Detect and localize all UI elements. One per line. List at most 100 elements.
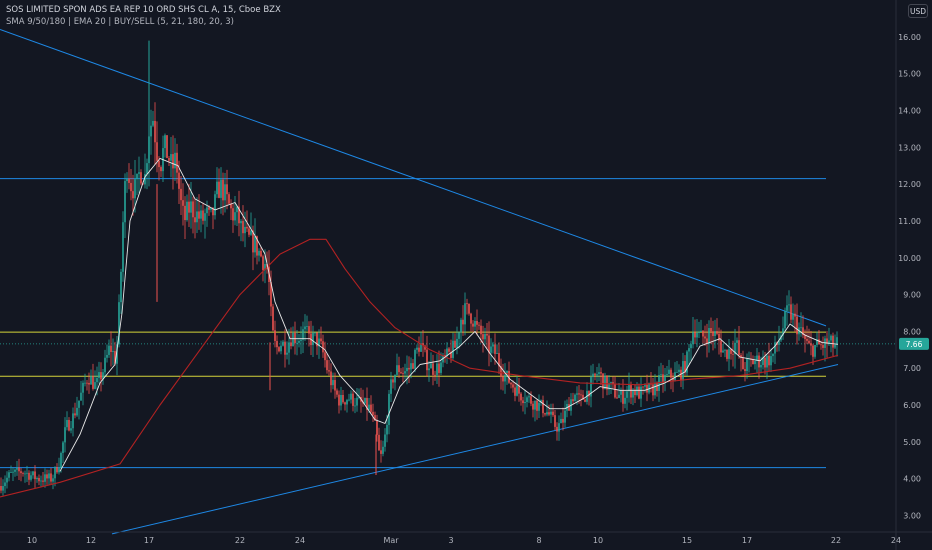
- price-tick-label: 4.00: [903, 475, 921, 484]
- candle-body: [78, 400, 80, 408]
- candle-body: [600, 372, 602, 374]
- candle-body: [712, 331, 714, 337]
- time-axis[interactable]: 10 12 17 22 24 Mar 3 8 10 15 17 22 24: [0, 531, 932, 545]
- candle-body: [272, 306, 274, 331]
- candle-body: [128, 178, 130, 183]
- candle-body: [14, 469, 16, 472]
- candle-body: [458, 332, 460, 339]
- candle-body: [816, 339, 818, 345]
- candle-body: [652, 384, 654, 396]
- candle-body: [462, 319, 464, 325]
- candle-body: [466, 303, 468, 305]
- candle-body: [168, 158, 170, 161]
- candle-body: [756, 355, 758, 361]
- candle-body: [544, 413, 546, 415]
- candle-body: [10, 472, 12, 473]
- candles-layer: [0, 40, 838, 496]
- candle-body: [618, 394, 620, 398]
- price-tick-label: 3.00: [903, 511, 921, 520]
- candle-body: [192, 201, 194, 218]
- candle-body: [328, 370, 330, 372]
- candle-body: [636, 386, 638, 396]
- candle-body: [542, 400, 544, 414]
- candle-body: [44, 474, 46, 482]
- candle-body: [82, 382, 84, 393]
- candle-body: [692, 332, 694, 345]
- upper-trendline[interactable]: [0, 29, 827, 327]
- candle-body: [708, 328, 710, 344]
- candle-body: [660, 374, 662, 376]
- candle-body: [492, 344, 494, 347]
- candle-body: [330, 371, 332, 386]
- candle-body: [304, 326, 306, 330]
- candle-body: [8, 472, 10, 478]
- candle-body: [158, 160, 160, 168]
- time-tick-label: 22: [831, 536, 841, 545]
- candle-body: [16, 467, 18, 470]
- lower-trendline[interactable]: [111, 364, 839, 535]
- candle-body: [584, 399, 586, 402]
- candle-body: [172, 154, 174, 169]
- candle-body: [538, 402, 540, 411]
- candle-body: [810, 343, 812, 346]
- candle-body: [412, 363, 414, 369]
- candle-body: [222, 179, 224, 201]
- candle-body: [508, 370, 510, 383]
- candle-body: [446, 348, 448, 357]
- candle-body: [52, 478, 54, 482]
- candle-body: [616, 397, 618, 399]
- candle-body: [762, 357, 764, 365]
- candle-body: [60, 452, 62, 468]
- candle-body: [56, 467, 58, 473]
- candle-body: [746, 358, 748, 372]
- currency-button[interactable]: USD: [908, 4, 928, 18]
- candle-body: [216, 181, 218, 195]
- candle-body: [388, 393, 390, 425]
- candle-body: [562, 418, 564, 423]
- candle-body: [366, 397, 368, 410]
- candle-body: [724, 349, 726, 351]
- price-tick-label: 5.00: [903, 438, 921, 447]
- candle-body: [670, 369, 672, 378]
- candle-body: [438, 363, 440, 373]
- candle-body: [604, 375, 606, 390]
- candle-body: [832, 335, 834, 348]
- candle-body: [474, 321, 476, 327]
- candle-body: [408, 367, 410, 370]
- symbol-title: SOS LIMITED SPON ADS EA REP 10 ORD SHS C…: [6, 5, 281, 15]
- candle-body: [144, 173, 146, 185]
- candle-body: [732, 353, 734, 355]
- candle-body: [610, 382, 612, 384]
- candle-body: [280, 345, 282, 352]
- candle-body: [380, 450, 382, 454]
- candle-body: [140, 172, 142, 184]
- time-tick-label: 10: [27, 536, 37, 545]
- candle-body: [416, 347, 418, 350]
- candle-body: [452, 340, 454, 358]
- candle-body: [694, 332, 696, 338]
- candle-body: [392, 379, 394, 383]
- price-axis[interactable]: 3.00 4.00 5.00 6.00 7.00 8.00 9.00 10.00 11.00 12…: [895, 0, 929, 550]
- candle-body: [146, 163, 148, 174]
- candle-body: [90, 376, 92, 385]
- candle-body: [646, 384, 648, 393]
- candle-body: [682, 361, 684, 381]
- last-price-label: 7.66: [906, 340, 923, 349]
- candle-body: [130, 182, 132, 192]
- candle-body: [6, 477, 8, 483]
- candle-body: [70, 428, 72, 431]
- candle-body: [398, 365, 400, 373]
- candle-body: [196, 211, 198, 223]
- candle-body: [664, 374, 666, 383]
- candle-body: [298, 340, 300, 343]
- candle-body: [174, 152, 176, 169]
- candle-body: [358, 396, 360, 398]
- sma-fast-line: [59, 157, 839, 472]
- price-tick-label: 9.00: [903, 291, 921, 300]
- candle-body: [496, 353, 498, 354]
- candle-body: [666, 373, 668, 375]
- candle-body: [134, 179, 136, 199]
- candle-body: [470, 313, 472, 324]
